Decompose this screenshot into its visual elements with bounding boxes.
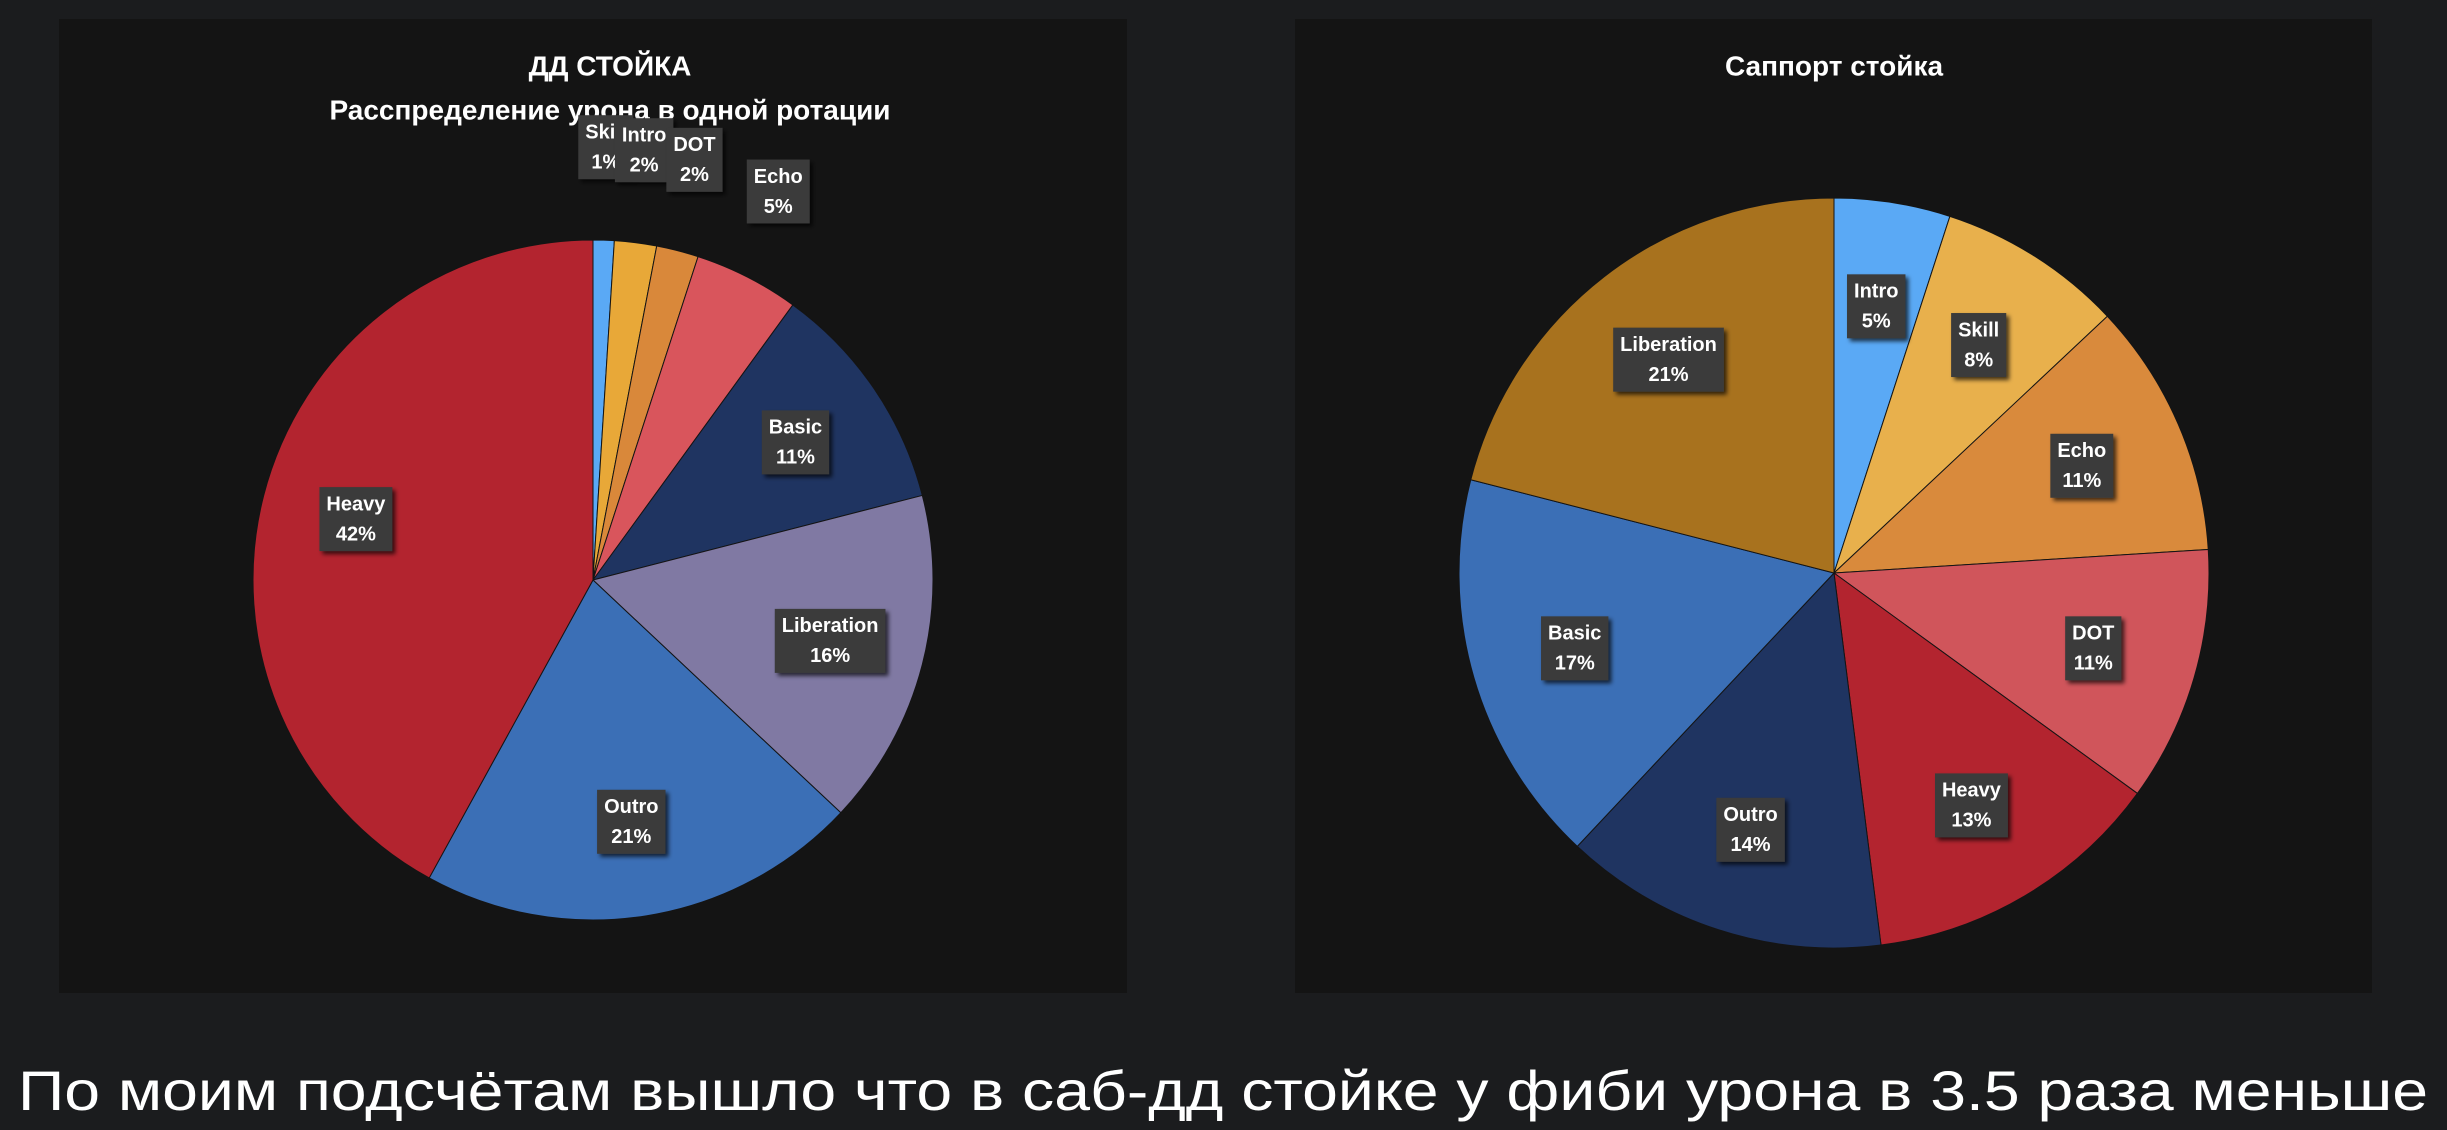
pie-slice xyxy=(1832,315,2209,574)
label-box xyxy=(319,487,393,552)
legend-label: Liberation xyxy=(782,615,879,637)
legend-label: Basic xyxy=(769,417,822,439)
data-label: Basic 11% xyxy=(761,410,830,475)
data-label: Outro 14% xyxy=(1716,797,1785,862)
label-box xyxy=(1716,797,1785,862)
data-label: Intro 2% xyxy=(614,118,674,183)
legend-label: DOT xyxy=(673,134,715,156)
label-box xyxy=(1847,274,1906,339)
legend-label: Heavy xyxy=(326,493,386,515)
legend-label: DOT xyxy=(2072,623,2114,645)
label-box xyxy=(2050,433,2114,498)
label-box xyxy=(761,410,830,475)
legend-label: Heavy xyxy=(1942,780,2002,802)
value-label: 8% xyxy=(1964,349,1993,371)
label-box xyxy=(774,608,886,673)
legend-label: Basic xyxy=(1548,623,1601,645)
legend-label: Outro xyxy=(604,796,658,818)
value-label: 2% xyxy=(630,154,659,176)
data-label: Echo 11% xyxy=(2050,433,2114,498)
value-label: 42% xyxy=(336,523,376,545)
value-label: 11% xyxy=(2062,470,2101,492)
label-box xyxy=(2065,616,2122,681)
chart-title: Саппорт стойка xyxy=(1725,50,1944,81)
value-label: 14% xyxy=(1731,834,1771,856)
label-box xyxy=(746,159,810,224)
pie-slice xyxy=(252,239,594,879)
pie-slice xyxy=(1576,571,1882,949)
pie-slice xyxy=(591,304,923,581)
data-label: Liberation 21% xyxy=(1613,327,1724,392)
data-label: DOT 11% xyxy=(2065,616,2122,681)
value-label: 11% xyxy=(2074,653,2113,675)
legend-label: Echo xyxy=(2057,440,2106,462)
data-label: Skill 8% xyxy=(1951,313,2007,378)
data-label: Intro 5% xyxy=(1847,274,1906,339)
value-label: 5% xyxy=(1862,311,1891,333)
pie-slice xyxy=(591,494,934,814)
value-label: 1% xyxy=(591,151,620,173)
label-box xyxy=(666,127,723,192)
legend-label: Outro xyxy=(1723,804,1777,826)
label-box xyxy=(1541,616,1609,681)
value-label: 13% xyxy=(1951,810,1991,832)
pie-slice xyxy=(1458,479,1835,848)
pie-slice xyxy=(1832,548,2210,795)
data-label: Outro 21% xyxy=(597,789,666,854)
value-label: 5% xyxy=(764,196,793,218)
legend-label: Echo xyxy=(754,166,803,188)
chart-title: ДД СТОЙКА xyxy=(529,49,692,81)
label-box xyxy=(1951,313,2007,378)
caption: По моим подсчётам вышло что в саб-дд сто… xyxy=(18,1059,2428,1122)
data-label: Heavy 42% xyxy=(319,487,393,552)
value-label: 2% xyxy=(680,164,709,186)
data-label: Liberation 16% xyxy=(774,608,886,673)
legend-label: Intro xyxy=(1854,281,1898,303)
legend-label: Liberation xyxy=(1620,334,1717,356)
data-label: Echo 5% xyxy=(746,159,810,224)
pie-slice xyxy=(1833,571,2139,946)
legend-label: Skill xyxy=(1958,319,1999,341)
value-label: 21% xyxy=(611,826,651,848)
label-box xyxy=(1613,327,1724,392)
value-label: 21% xyxy=(1648,364,1688,386)
value-label: 11% xyxy=(776,447,815,469)
pie-slice xyxy=(428,579,842,921)
legend-label: Intro xyxy=(622,124,666,146)
data-label: Basic 17% xyxy=(1541,616,1609,681)
label-box xyxy=(597,789,666,854)
value-label: 17% xyxy=(1555,653,1595,675)
data-label: DOT 2% xyxy=(666,127,723,192)
data-label: Heavy 13% xyxy=(1934,773,2008,838)
label-box xyxy=(614,118,674,183)
label-box xyxy=(1934,773,2008,838)
value-label: 16% xyxy=(810,645,850,667)
pie-slice xyxy=(1833,215,2109,574)
